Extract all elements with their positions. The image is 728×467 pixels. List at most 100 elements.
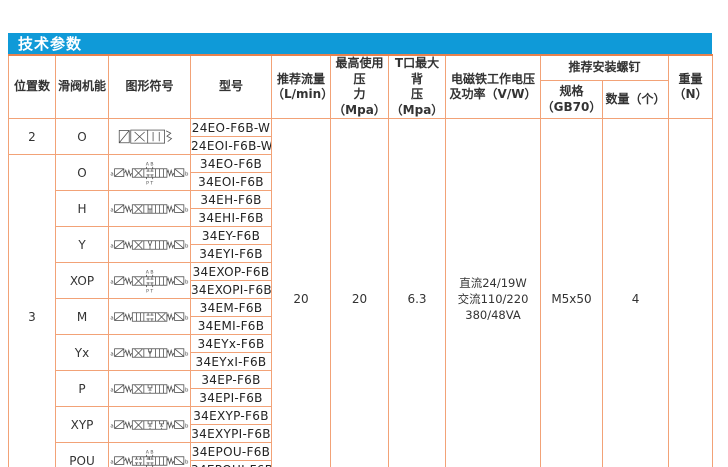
col-header-max-pressure-line1: 最高使用压 xyxy=(335,56,384,86)
table-row: 34EOI-F6B xyxy=(9,172,713,192)
valve-symbol-P-icon: a b xyxy=(110,384,189,394)
model-cell: 24EOI-F6B-W xyxy=(190,136,272,156)
voltage-line-dc: 直流24/19W xyxy=(459,275,527,290)
col-header-max-pressure-line2: 力（Mpa） xyxy=(333,87,386,117)
col-header-weight-line2: （N） xyxy=(673,87,708,102)
valve-symbol-cell: a b xyxy=(108,406,191,444)
col-header-position: 位置数 xyxy=(8,54,56,120)
solenoid-b-label: b xyxy=(185,279,189,285)
model-cell: 34EPOUI-F6B xyxy=(190,460,272,467)
col-header-voltage-line1: 电磁铁工作电压 xyxy=(450,71,535,86)
spool-function-cell: POU xyxy=(55,442,109,467)
model-cell: 34EY-F6B xyxy=(190,226,272,246)
solenoid-a-label: a xyxy=(110,351,113,357)
table-row: 34EPI-F6B xyxy=(9,388,713,408)
table-row: 34EPOUI-F6B xyxy=(9,460,713,467)
model-cell: 34EH-F6B xyxy=(190,190,272,210)
spool-function-cell: Yx xyxy=(55,334,109,372)
valve-symbol-Yx-icon: a b xyxy=(110,348,189,358)
model-cell: 34EXOPI-F6B xyxy=(190,280,272,300)
model-cell: 34EHI-F6B xyxy=(190,208,272,228)
solenoid-b-label: b xyxy=(185,387,189,393)
solenoid-a-label: a xyxy=(110,207,113,213)
col-header-weight-line1: 重量 xyxy=(678,71,703,86)
valve-symbol-H-icon: a b xyxy=(110,204,189,214)
solenoid-b-label: b xyxy=(185,207,189,213)
table-row: P a b 34EP-F6B xyxy=(9,370,713,408)
solenoid-b-label: b xyxy=(185,315,189,321)
solenoid-b-label: b xyxy=(185,423,189,429)
spool-function-cell: H xyxy=(55,190,109,228)
table-row: 34EYI-F6B xyxy=(9,244,713,264)
col-header-flow-line2: （L/min） xyxy=(272,87,331,102)
solenoid-a-label: a xyxy=(110,423,113,429)
valve-symbol-cell: a b A B P T xyxy=(108,442,191,467)
col-header-max-pressure: 最高使用压 力（Mpa） xyxy=(330,54,389,120)
valve-symbol-cell xyxy=(108,118,191,156)
weight-value-cell xyxy=(668,118,714,467)
solenoid-b-label: b xyxy=(185,351,189,357)
valve-symbol-Y-icon: a b xyxy=(110,240,189,250)
header-row-top: 位置数 滑阀机能 图形符号 型号 推荐流量 （L/min） 最高使用压 力（Mp… xyxy=(8,54,714,120)
valve-symbol-POU-icon: a b A B P T xyxy=(110,450,189,467)
col-header-screw-qty: 数量（个） xyxy=(601,79,670,120)
valve-symbol-XOP-icon: a b A B P T xyxy=(110,270,189,294)
model-cell: 34EO-F6B xyxy=(190,154,272,174)
position-count-cell: 2 xyxy=(8,118,56,156)
col-header-back-pressure: T口最大背 压（Mpa） xyxy=(388,54,446,120)
model-cell: 34EXOP-F6B xyxy=(190,262,272,282)
spool-function-cell: XYP xyxy=(55,406,109,444)
ports-bottom-label: P T xyxy=(146,288,153,293)
solenoid-a-label: a xyxy=(110,171,113,177)
section-title-bar: 技术参数 xyxy=(8,33,712,54)
valve-symbol-M-icon: a b xyxy=(110,312,189,322)
solenoid-b-label: b xyxy=(185,243,189,249)
spool-function-cell: XOP xyxy=(55,262,109,300)
spool-function-cell: Y xyxy=(55,226,109,264)
model-cell: 34EXYP-F6B xyxy=(190,406,272,426)
model-cell: 34EYI-F6B xyxy=(190,244,272,264)
screw-spec-value-cell: M5x50 xyxy=(540,118,603,467)
solenoid-b-label: b xyxy=(185,171,189,177)
col-header-screws-group: 推荐安装螺钉 xyxy=(539,54,670,81)
model-cell: 34EP-F6B xyxy=(190,370,272,390)
model-cell: 34EPOU-F6B xyxy=(190,442,272,462)
position-count-cell: 3 xyxy=(8,154,56,467)
col-header-voltage: 电磁铁工作电压 及功率（V/W） xyxy=(445,54,541,120)
col-header-screw-spec: 规格（GB70） xyxy=(540,79,603,120)
valve-symbol-cell: a b xyxy=(108,190,191,228)
table-row: XOP a b A B P T 34EXOP-F6B xyxy=(9,262,713,300)
model-cell: 34EOI-F6B xyxy=(190,172,272,192)
valve-symbol-cell: a b A B P T xyxy=(108,262,191,300)
table-row: 34EMI-F6B xyxy=(9,316,713,336)
table-row: M a b 34EM-F6B xyxy=(9,298,713,336)
spool-function-cell: O xyxy=(55,118,109,156)
ports-bottom-label: P T xyxy=(146,180,153,185)
col-header-back-pressure-line2: 压（Mpa） xyxy=(390,87,444,117)
table-row: 34EYxI-F6B xyxy=(9,352,713,372)
section-title: 技术参数 xyxy=(18,35,83,53)
col-header-voltage-line2: 及功率（V/W） xyxy=(449,87,537,102)
valve-symbol-cell: a b xyxy=(108,334,191,372)
table-row: Yx a b 34EYx-F6B xyxy=(9,334,713,372)
valve-symbol-O-icon: a b A B P T xyxy=(110,162,189,186)
flow-value-cell: 20 xyxy=(271,118,331,467)
voltage-line-ac2: 380/48VA xyxy=(465,307,521,322)
solenoid-a-label: a xyxy=(110,387,113,393)
table-row: POU a b A B P T 34EPOU-F6B xyxy=(9,442,713,467)
valve-symbol-cell: a b xyxy=(108,370,191,408)
col-header-flow: 推荐流量 （L/min） xyxy=(271,54,331,120)
back-pressure-value-cell: 6.3 xyxy=(388,118,446,467)
model-cell: 34EYxI-F6B xyxy=(190,352,272,372)
header-row-sub: 规格（GB70） 数量（个） xyxy=(9,79,713,120)
voltage-value-cell: 直流24/19W 交流110/220 380/48VA xyxy=(445,118,541,467)
solenoid-b-label: b xyxy=(185,459,189,465)
valve-symbol-cell: a b xyxy=(108,226,191,264)
col-header-function: 滑阀机能 xyxy=(55,54,109,120)
model-cell: 34EMI-F6B xyxy=(190,316,272,336)
col-header-symbol: 图形符号 xyxy=(108,54,191,120)
col-header-back-pressure-line1: T口最大背 xyxy=(394,56,440,86)
model-cell: 34EYx-F6B xyxy=(190,334,272,354)
voltage-line-ac: 交流110/220 xyxy=(457,291,529,306)
